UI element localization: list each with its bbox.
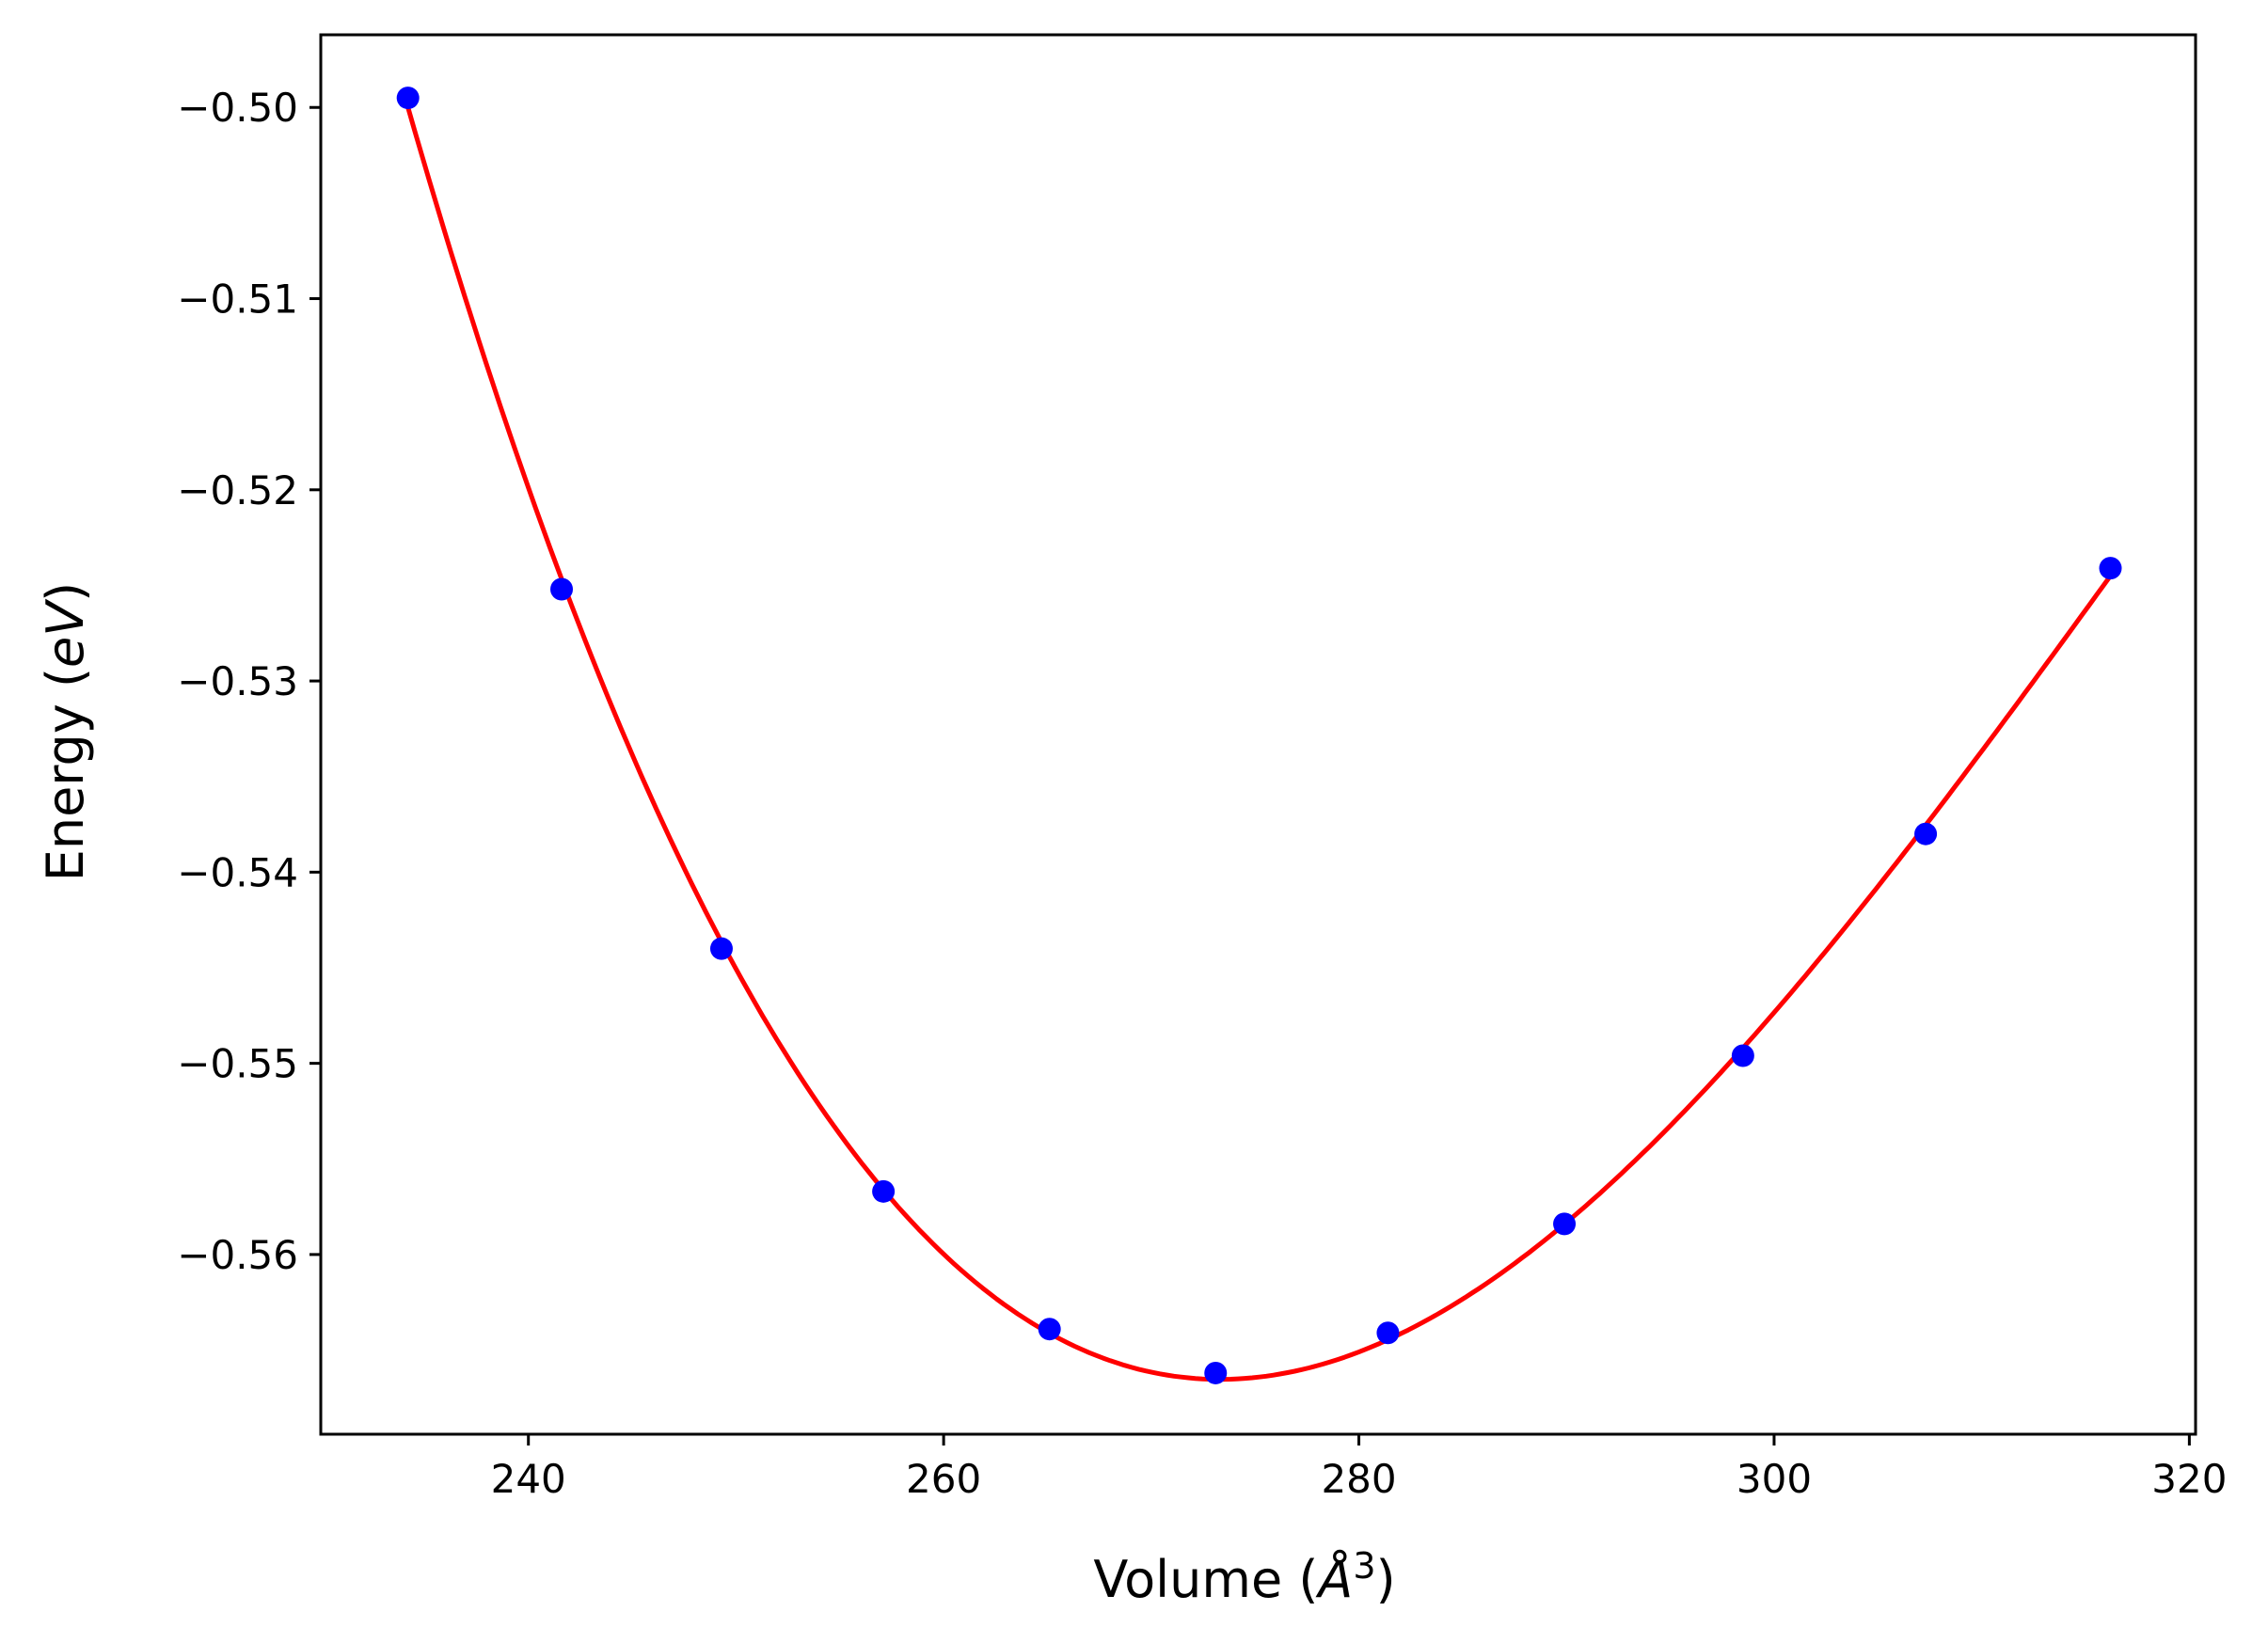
data-points bbox=[396, 87, 2122, 1384]
x-tick-label: 280 bbox=[1321, 1456, 1396, 1502]
y-tick-label: −0.53 bbox=[177, 658, 298, 704]
data-point bbox=[709, 937, 733, 960]
y-axis-label: Energy (eV) bbox=[36, 582, 95, 882]
y-axis-ticks: −0.50 −0.51 −0.52 −0.53 −0.54 −0.55 −0.56 bbox=[177, 85, 321, 1278]
x-tick-label: 300 bbox=[1737, 1456, 1812, 1502]
x-tick-label: 260 bbox=[906, 1456, 981, 1502]
y-tick-label: −0.55 bbox=[177, 1041, 298, 1087]
y-tick-label: −0.56 bbox=[177, 1232, 298, 1278]
y-tick-label: −0.52 bbox=[177, 467, 298, 513]
data-point bbox=[1553, 1212, 1577, 1236]
x-axis-ticks: 240 260 280 300 320 bbox=[491, 1434, 2227, 1502]
y-tick-label: −0.54 bbox=[177, 849, 298, 895]
data-point bbox=[1914, 822, 1938, 845]
data-point bbox=[872, 1179, 896, 1203]
plot-frame bbox=[319, 33, 2197, 1436]
data-point bbox=[1731, 1044, 1754, 1067]
data-point bbox=[1204, 1361, 1228, 1384]
data-point bbox=[1376, 1321, 1400, 1345]
y-tick-label: −0.51 bbox=[177, 276, 298, 323]
fit-curve-line bbox=[405, 104, 2113, 1382]
data-point bbox=[2099, 557, 2122, 580]
x-tick-label: 240 bbox=[491, 1456, 566, 1502]
data-point bbox=[396, 87, 420, 110]
x-axis-label: Volume (Å3) bbox=[1093, 1545, 1395, 1609]
data-point bbox=[550, 577, 574, 601]
data-point bbox=[1038, 1318, 1061, 1341]
y-tick-label: −0.50 bbox=[177, 85, 298, 131]
x-tick-label: 320 bbox=[2151, 1456, 2227, 1502]
